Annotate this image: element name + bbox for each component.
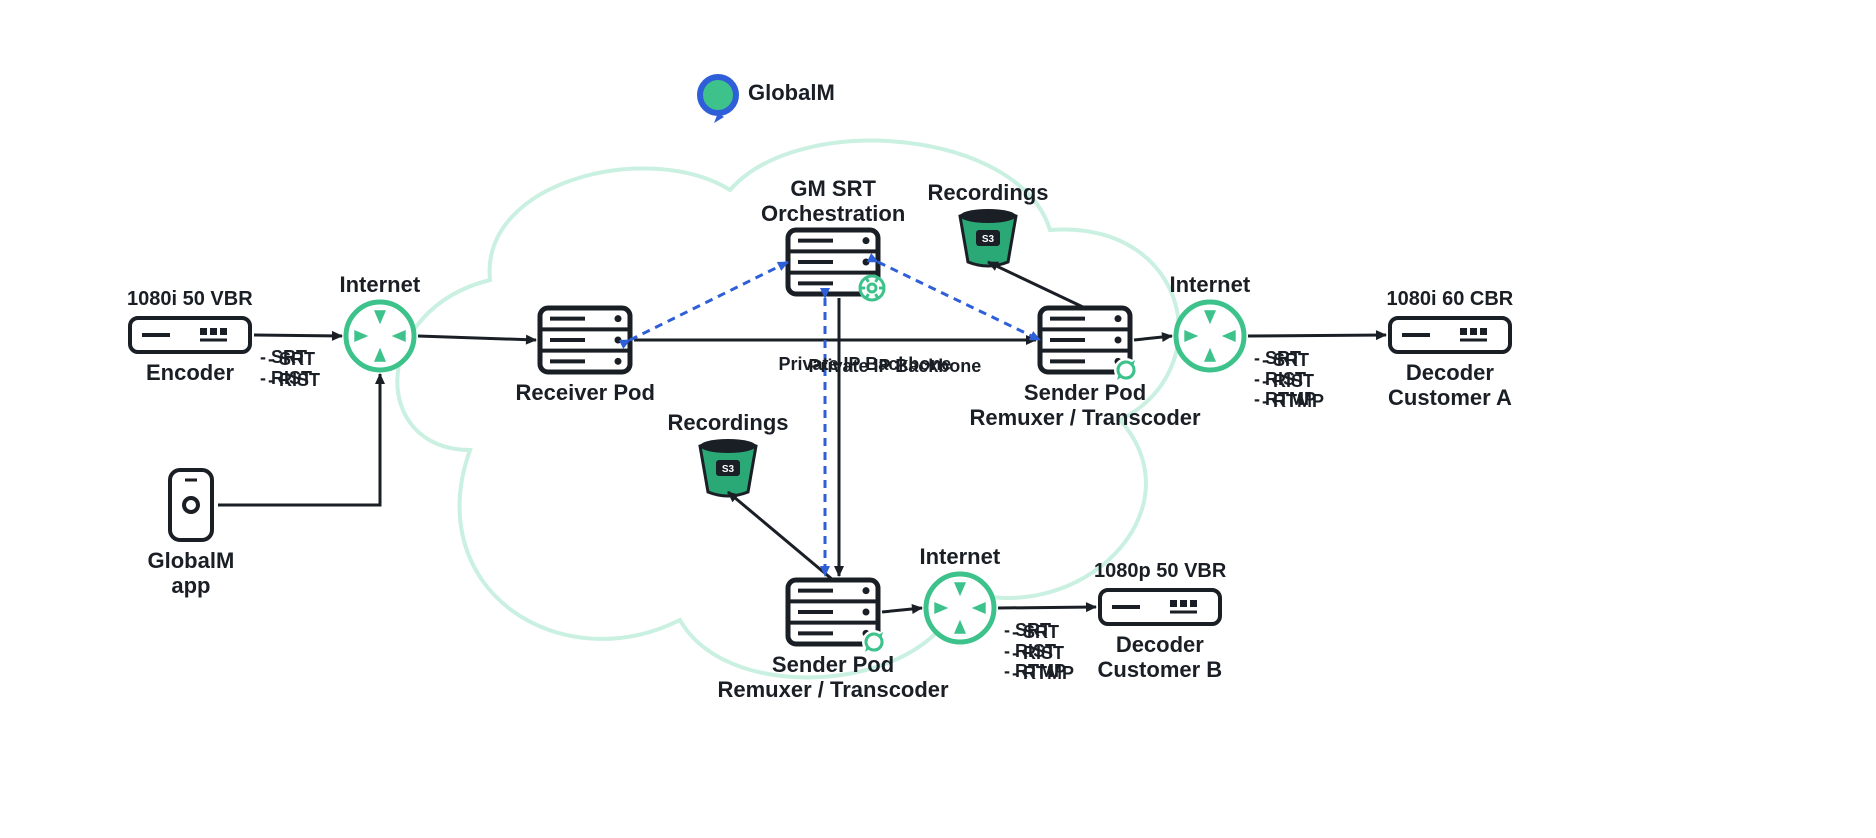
edge	[254, 335, 342, 336]
label: GlobalM app	[148, 548, 235, 599]
internet-icon	[1176, 302, 1244, 370]
edge	[418, 336, 536, 340]
label: GM SRT Orchestration	[761, 176, 905, 227]
label: - SRT - RIST - RTMP	[1012, 622, 1074, 684]
label: Receiver Pod	[516, 380, 655, 405]
s3-bucket-icon: S3	[960, 209, 1016, 266]
label: Sender Pod Remuxer / Transcoder	[718, 652, 949, 703]
edge	[1248, 335, 1386, 336]
internet-icon	[926, 574, 994, 642]
phone-icon	[170, 470, 212, 540]
svg-text:S3: S3	[982, 234, 995, 245]
s3-bucket-icon: S3	[700, 439, 756, 496]
diagram-svg: S3 S3	[0, 0, 1876, 838]
server-icon	[1040, 308, 1138, 382]
label: GlobalM	[748, 80, 835, 105]
label: - SRT - RIST - RTMP	[1262, 350, 1324, 412]
label: Encoder	[146, 360, 234, 385]
label: 1080i 50 VBR	[127, 288, 253, 311]
globalm-logo	[700, 77, 736, 123]
edge	[218, 374, 380, 505]
encoder-icon	[130, 318, 250, 352]
edge	[988, 262, 1085, 308]
label: Decoder Customer B	[1098, 632, 1223, 683]
label: Internet	[920, 544, 1001, 569]
internet-icon	[346, 302, 414, 370]
svg-text:S3: S3	[722, 464, 735, 475]
label: Private IP Backbone	[809, 356, 982, 377]
label: Internet	[1170, 272, 1251, 297]
edge	[728, 492, 833, 580]
server-icon	[788, 580, 886, 654]
label: 1080i 60 CBR	[1387, 288, 1514, 311]
control-edge	[630, 262, 788, 340]
label: Recordings	[668, 410, 789, 435]
diagram-stage: S3 S3 GlobalM 1080i 50 VBR Encoder GlobalM a…	[0, 0, 1876, 838]
label: Sender Pod Remuxer / Transcoder	[970, 380, 1201, 431]
label: Decoder Customer A	[1388, 360, 1512, 411]
encoder-icon	[1100, 590, 1220, 624]
label: 1080p 50 VBR	[1094, 560, 1226, 583]
edge	[1134, 336, 1172, 340]
server-icon	[540, 308, 630, 372]
label: Recordings	[928, 180, 1049, 205]
label: Internet	[340, 272, 421, 297]
edge	[882, 608, 922, 612]
edge	[998, 607, 1096, 608]
encoder-icon	[1390, 318, 1510, 352]
server-icon	[788, 230, 884, 300]
label: - SRT - RIST	[268, 349, 320, 390]
